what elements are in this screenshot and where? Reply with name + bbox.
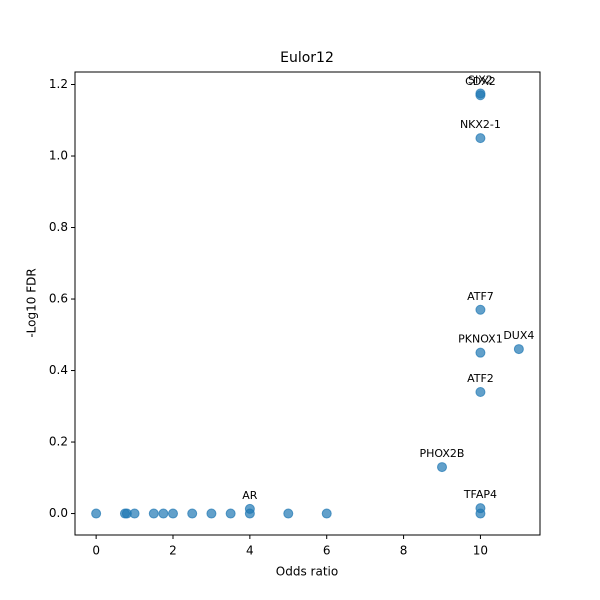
point bbox=[158, 508, 169, 519]
point bbox=[167, 508, 178, 519]
point bbox=[244, 503, 255, 514]
point bbox=[475, 386, 486, 397]
point-label: DUX4 bbox=[503, 329, 534, 342]
point bbox=[475, 304, 486, 315]
point-label: ATF7 bbox=[467, 290, 494, 303]
x-tick-label: 8 bbox=[400, 544, 408, 558]
point bbox=[283, 508, 294, 519]
point bbox=[206, 508, 217, 519]
point-label: PHOX2B bbox=[420, 447, 465, 460]
x-tick-label: 2 bbox=[169, 544, 177, 558]
point bbox=[475, 133, 486, 144]
point-label: CDX2 bbox=[465, 75, 496, 88]
chart-title: Eulor12 bbox=[280, 50, 334, 66]
y-tick-label: 0.2 bbox=[49, 435, 68, 449]
point bbox=[475, 90, 486, 101]
point-label: SIX2 bbox=[468, 73, 493, 86]
point bbox=[225, 508, 236, 519]
y-tick-label: 1.2 bbox=[49, 77, 68, 91]
point bbox=[513, 344, 524, 355]
x-tick-label: 4 bbox=[246, 544, 254, 558]
x-tick-label: 10 bbox=[473, 544, 488, 558]
point-label: ATF2 bbox=[467, 372, 494, 385]
point bbox=[321, 508, 332, 519]
y-tick-label: 0.4 bbox=[49, 363, 68, 377]
y-axis-label: -Log10 FDR bbox=[25, 268, 39, 337]
x-axis-label: Odds ratio bbox=[276, 565, 338, 579]
x-tick-label: 0 bbox=[92, 544, 100, 558]
point bbox=[187, 508, 198, 519]
point bbox=[91, 508, 102, 519]
point bbox=[437, 462, 448, 473]
point-label: AR bbox=[242, 489, 258, 502]
point bbox=[129, 508, 140, 519]
point-label: TFAP4 bbox=[463, 488, 497, 501]
y-tick-label: 1.0 bbox=[49, 149, 68, 163]
y-tick-label: 0.6 bbox=[49, 292, 68, 306]
x-tick-label: 6 bbox=[323, 544, 331, 558]
point bbox=[148, 508, 159, 519]
plot-frame bbox=[74, 71, 541, 536]
point-label: PKNOX1 bbox=[458, 333, 503, 346]
y-tick-label: 0.8 bbox=[49, 220, 68, 234]
point-label: NKX2-1 bbox=[460, 118, 501, 131]
point bbox=[475, 503, 486, 514]
point bbox=[475, 347, 486, 358]
y-tick-label: 0.0 bbox=[49, 506, 68, 520]
